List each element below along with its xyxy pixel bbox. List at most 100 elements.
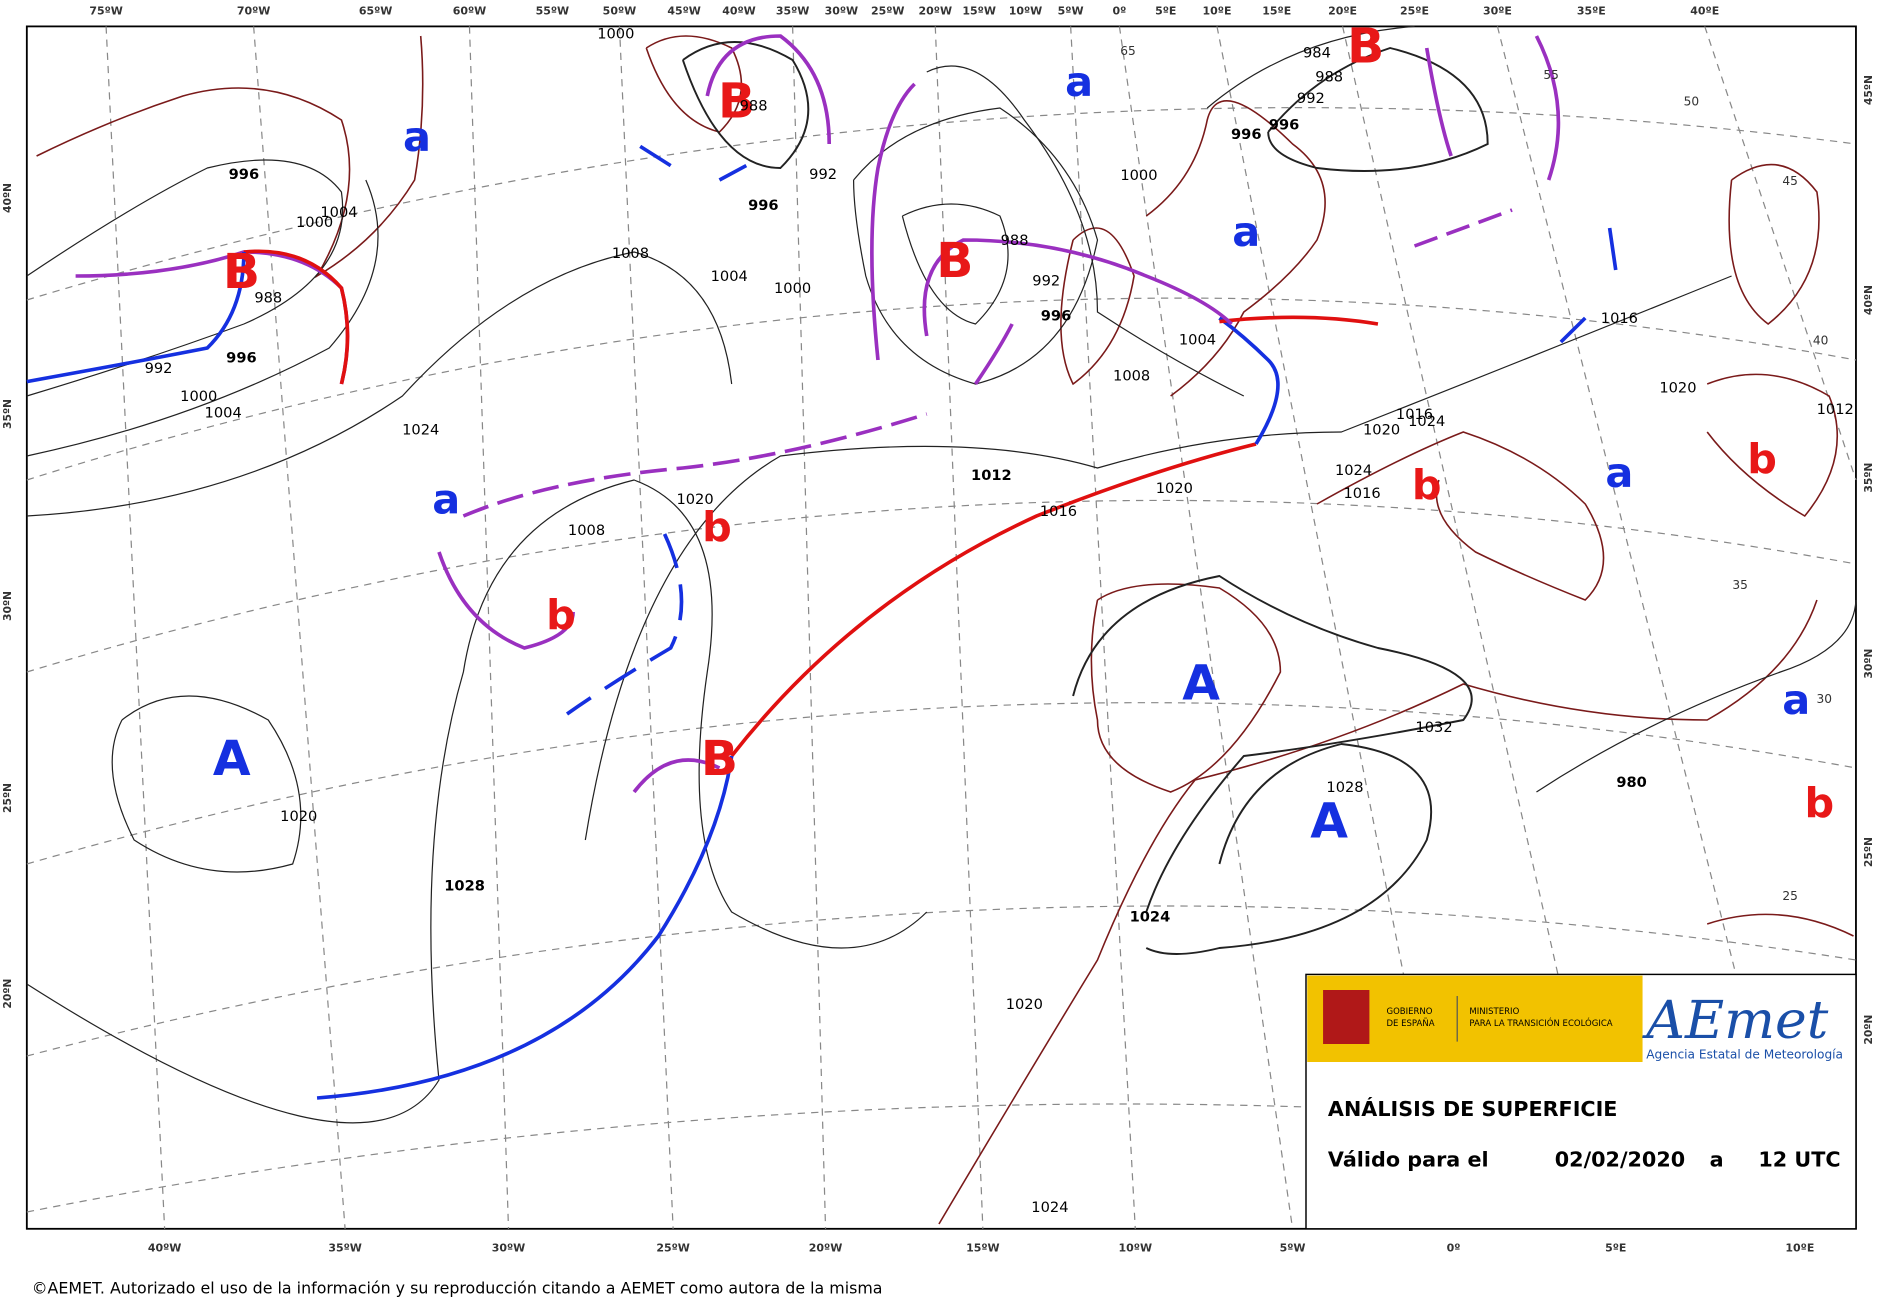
isobar-label: 992 [1032, 274, 1060, 290]
government-label: DE ESPAÑA [1386, 1018, 1434, 1028]
top-longitude: 20ºW [919, 4, 953, 17]
isobar-label: 996 [226, 350, 257, 366]
bottom-longitude: 5ºE [1605, 1242, 1626, 1255]
top-longitude: 75ºW [89, 4, 123, 17]
valid-date: 02/02/2020 [1555, 1148, 1685, 1172]
top-longitude: 15ºW [962, 4, 996, 17]
pressure-center: a [1065, 58, 1093, 106]
top-longitude: 45ºW [667, 4, 701, 17]
isobar-label: 992 [145, 361, 173, 377]
top-longitude: 60ºW [453, 4, 487, 17]
agency-logo: AEmet [1641, 989, 1829, 1051]
isobar-label: 992 [1297, 91, 1325, 107]
grid-latitude: 50 [1684, 95, 1699, 109]
bottom-longitude: 40ºW [148, 1242, 182, 1255]
isobar-label: 1024 [1335, 463, 1372, 479]
isobar-label: 1000 [597, 26, 634, 42]
isobar-label: 1000 [1120, 168, 1157, 184]
isobar-label: 996 [1041, 308, 1072, 324]
isobar-label: 1016 [1601, 311, 1638, 327]
right-latitude: 30ºN [1862, 649, 1875, 679]
top-longitude: 35ºE [1577, 4, 1606, 17]
pressure-center: B [936, 234, 973, 290]
pressure-center: b [546, 591, 576, 639]
pressure-center: a [1782, 676, 1810, 724]
pressure-center: b [1412, 462, 1442, 510]
isobar-label: 996 [748, 198, 779, 214]
isobar-label: 1004 [711, 269, 748, 285]
left-latitude: 20ºN [1, 979, 14, 1009]
isobar-label: 1004 [205, 406, 242, 422]
pressure-center: b [702, 504, 732, 552]
pressure-center: a [432, 476, 460, 524]
pressure-center: a [403, 114, 431, 162]
labels: 75ºW 70ºW 65ºW 60ºW 55ºW 50ºW 45ºW 40ºW 35ºW 30ºW… [1, 4, 1875, 1297]
left-latitude: 30ºN [1, 591, 14, 621]
top-longitude: 10ºW [1009, 4, 1043, 17]
top-longitude: 35ºW [776, 4, 810, 17]
isobar-label: 980 [1616, 775, 1647, 791]
government-label: GOBIERNO [1386, 1006, 1432, 1016]
bottom-longitude: 10ºW [1119, 1242, 1153, 1255]
isobar-label: 1008 [1113, 368, 1150, 384]
isobar-label: 1024 [1130, 910, 1171, 926]
legend-box [1305, 973, 1857, 1230]
bottom-longitude: 25ºW [656, 1242, 690, 1255]
isobar-label: 1016 [1040, 504, 1077, 520]
valid-label: Válido para el [1328, 1148, 1489, 1172]
pressure-center: B [223, 244, 260, 300]
left-latitude: 35ºN [1, 399, 14, 429]
isobar-label: 1028 [1326, 780, 1363, 796]
isobar-label: 1032 [1415, 720, 1452, 736]
right-latitude: 35ºN [1862, 463, 1875, 493]
isobar-label: 984 [1303, 46, 1331, 62]
isobar-label: 988 [1315, 70, 1343, 86]
isobar-label: 1016 [1396, 407, 1433, 423]
isobar-label: 996 [1269, 118, 1300, 134]
right-latitude: 45ºN [1862, 75, 1875, 105]
pressure-center: B [718, 74, 755, 130]
pressure-center: A [213, 732, 251, 788]
isobar-label: 1024 [402, 422, 439, 438]
top-longitude: 55ºW [536, 4, 570, 17]
pressure-center: b [1805, 780, 1835, 828]
isobar-label: 1000 [296, 215, 333, 231]
grid-latitude: 25 [1782, 889, 1797, 903]
right-latitude: 20ºN [1862, 1015, 1875, 1045]
legend-title: ANÁLISIS DE SUPERFICIE [1328, 1096, 1618, 1121]
valid-time: 12 UTC [1758, 1148, 1840, 1172]
bottom-longitude: 0º [1447, 1242, 1461, 1255]
isobar-label: 1020 [1659, 380, 1696, 396]
valid-at: a [1710, 1148, 1724, 1172]
pressure-center: A [1182, 656, 1220, 712]
top-longitude: 40ºW [722, 4, 756, 17]
isobar-label: 1012 [971, 468, 1012, 484]
pressure-center: a [1232, 208, 1260, 256]
top-longitude: 50ºW [603, 4, 637, 17]
right-latitude: 40ºN [1862, 285, 1875, 315]
grid-latitude: 40 [1813, 333, 1828, 347]
grid-latitude: 55 [1543, 68, 1558, 82]
pressure-center: a [1605, 450, 1633, 498]
isobar-label: 988 [254, 290, 282, 306]
grid-latitude: 65 [1120, 44, 1135, 58]
isobar-label: 1024 [1408, 414, 1445, 430]
bottom-longitude: 30ºW [492, 1242, 526, 1255]
isobar-label: 1020 [1006, 997, 1043, 1013]
top-longitude: 65ºW [359, 4, 393, 17]
isobar-label: 988 [740, 98, 768, 114]
isobar-label: 1020 [676, 492, 713, 508]
bottom-longitude: 20ºW [809, 1242, 843, 1255]
top-longitude: 30ºE [1483, 4, 1512, 17]
ministry-label: MINISTERIO [1469, 1006, 1519, 1016]
right-latitude: 25ºN [1862, 837, 1875, 867]
isobar-label: 1004 [1179, 332, 1216, 348]
left-latitude: 40ºN [1, 183, 14, 213]
grid-latitude: 45 [1782, 174, 1797, 188]
pressure-center: B [701, 732, 738, 788]
grid-latitude: 35 [1732, 578, 1747, 592]
pressure-center: B [1347, 19, 1384, 75]
top-longitude: 20ºE [1328, 4, 1357, 17]
grid-latitude: 30 [1816, 692, 1831, 706]
isobar-label: 992 [809, 167, 837, 183]
